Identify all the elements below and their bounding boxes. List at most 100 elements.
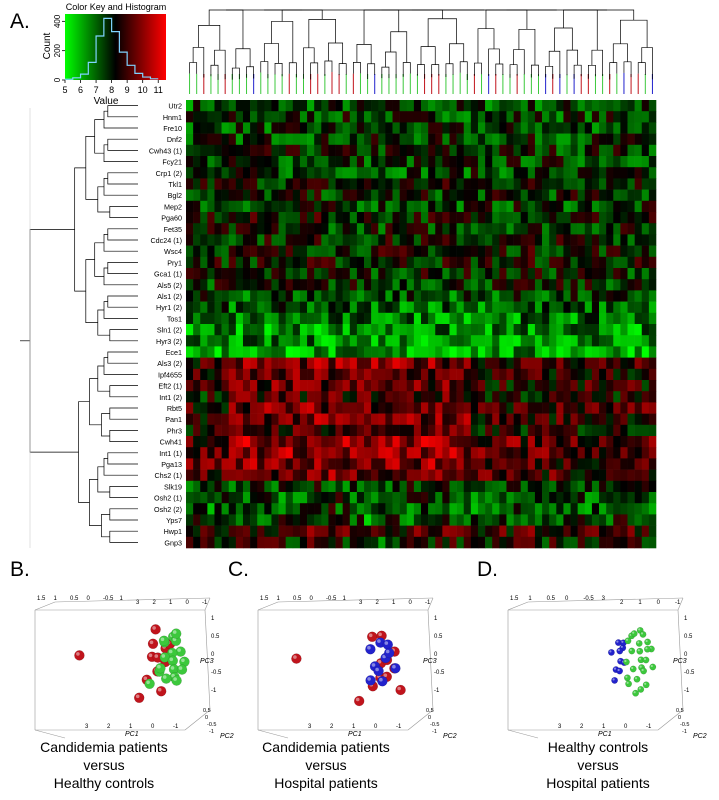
heatmap-cell (235, 536, 244, 549)
heatmap-cell (307, 402, 315, 414)
heatmap-cell (328, 458, 336, 470)
heatmap-cell (257, 111, 265, 123)
heatmap-cell (364, 492, 372, 504)
heatmap-cell (321, 469, 329, 482)
gene-label: Yps7 (166, 516, 182, 525)
heatmap-cell (299, 514, 308, 526)
heatmap-cell (648, 357, 657, 370)
heatmap-cell (406, 133, 415, 146)
heatmap-cell (492, 346, 500, 358)
heatmap-cell (463, 380, 472, 392)
heatmap-cell (456, 436, 465, 448)
pca-box-edge (204, 597, 211, 611)
heatmap-cell (314, 424, 322, 437)
heatmap-cell (250, 424, 258, 437)
heatmap-cell (421, 480, 429, 493)
heatmap-cell (250, 290, 258, 302)
heatmap-cell (292, 212, 301, 224)
heatmap-cell (477, 268, 486, 280)
heatmap-cell (627, 536, 635, 549)
heatmap-cell (307, 290, 315, 302)
heatmap-cell (314, 200, 322, 213)
heatmap-cell (278, 503, 286, 515)
heatmap-cell (456, 357, 465, 370)
heatmap-cell (506, 256, 514, 269)
pca-point (624, 637, 632, 645)
heatmap-cell (356, 436, 365, 448)
heatmap-cell (492, 391, 500, 403)
heatmap-cell (470, 469, 479, 482)
heatmap-cell (193, 100, 201, 112)
heatmap-cell (599, 312, 607, 325)
heatmap-cell (492, 156, 500, 168)
heatmap-cell (470, 357, 479, 370)
heatmap-cell (542, 122, 550, 134)
heatmap-cell (577, 212, 586, 224)
heatmap-cell (186, 391, 194, 403)
heatmap-cell (364, 525, 372, 538)
heatmap-cell (228, 447, 237, 459)
heatmap-cell (606, 536, 614, 549)
heatmap-cell (314, 133, 322, 146)
heatmap-cell (299, 346, 308, 358)
heatmap-cell (385, 100, 393, 112)
pca-point-highlight (385, 649, 390, 654)
heatmap-cell (421, 324, 429, 336)
heatmap-cell (620, 167, 628, 179)
column-dendrogram-branch (477, 28, 495, 64)
heatmap-cell (385, 167, 393, 179)
heatmap-cell (399, 458, 408, 470)
heatmap-cell (577, 234, 586, 246)
heatmap-cell (292, 301, 301, 314)
heatmap-cell (364, 324, 372, 336)
heatmap-cell (207, 268, 215, 280)
pca-pc3-label: PC3 (200, 658, 214, 665)
heatmap-cell (328, 402, 336, 414)
heatmap-cell (406, 122, 415, 134)
pca-point-highlight (640, 632, 644, 635)
column-dendrogram-branch (459, 61, 468, 80)
heatmap-cell (506, 492, 514, 504)
heatmap-cell (271, 368, 279, 381)
heatmap-cell (648, 122, 657, 134)
heatmap-cell (485, 178, 493, 190)
heatmap-cell (456, 536, 465, 549)
heatmap-cell (513, 480, 521, 493)
pca-point-highlight (379, 677, 383, 682)
heatmap-cell (421, 268, 429, 280)
heatmap-cell (264, 458, 272, 470)
heatmap-cell (299, 122, 308, 134)
heatmap-cell (570, 133, 578, 146)
pca-side-tick: -1 (682, 729, 687, 735)
heatmap-cell (449, 469, 457, 482)
heatmap-cell (513, 111, 521, 123)
heatmap-cell (442, 458, 450, 470)
heatmap-cell (285, 536, 294, 549)
heatmap-cell (520, 424, 529, 437)
heatmap-cell (314, 458, 322, 470)
heatmap-cell (186, 480, 194, 493)
heatmap-cell (463, 301, 472, 314)
heatmap-cell (549, 492, 557, 504)
panel-c-letter: C. (228, 558, 249, 581)
heatmap-cell (435, 335, 443, 347)
heatmap-cell (556, 413, 564, 426)
heatmap-cell (264, 469, 272, 482)
heatmap-cell (648, 290, 657, 302)
heatmap-cell (534, 368, 543, 381)
heatmap-cell (470, 212, 479, 224)
heatmap-cell (492, 256, 500, 269)
heatmap-cell (556, 402, 564, 414)
column-dendrogram-branch (420, 46, 436, 65)
heatmap-cell (428, 391, 436, 403)
heatmap-cell (399, 492, 408, 504)
heatmap-cell (549, 111, 557, 123)
heatmap-cell (591, 100, 600, 112)
heatmap-cell (335, 234, 343, 246)
heatmap-cell (542, 335, 550, 347)
heatmap-cell (235, 212, 244, 224)
heatmap-cell (242, 368, 251, 381)
heatmap-cell (200, 133, 208, 146)
heatmap-cell (193, 189, 201, 202)
heatmap-cell (385, 357, 393, 370)
